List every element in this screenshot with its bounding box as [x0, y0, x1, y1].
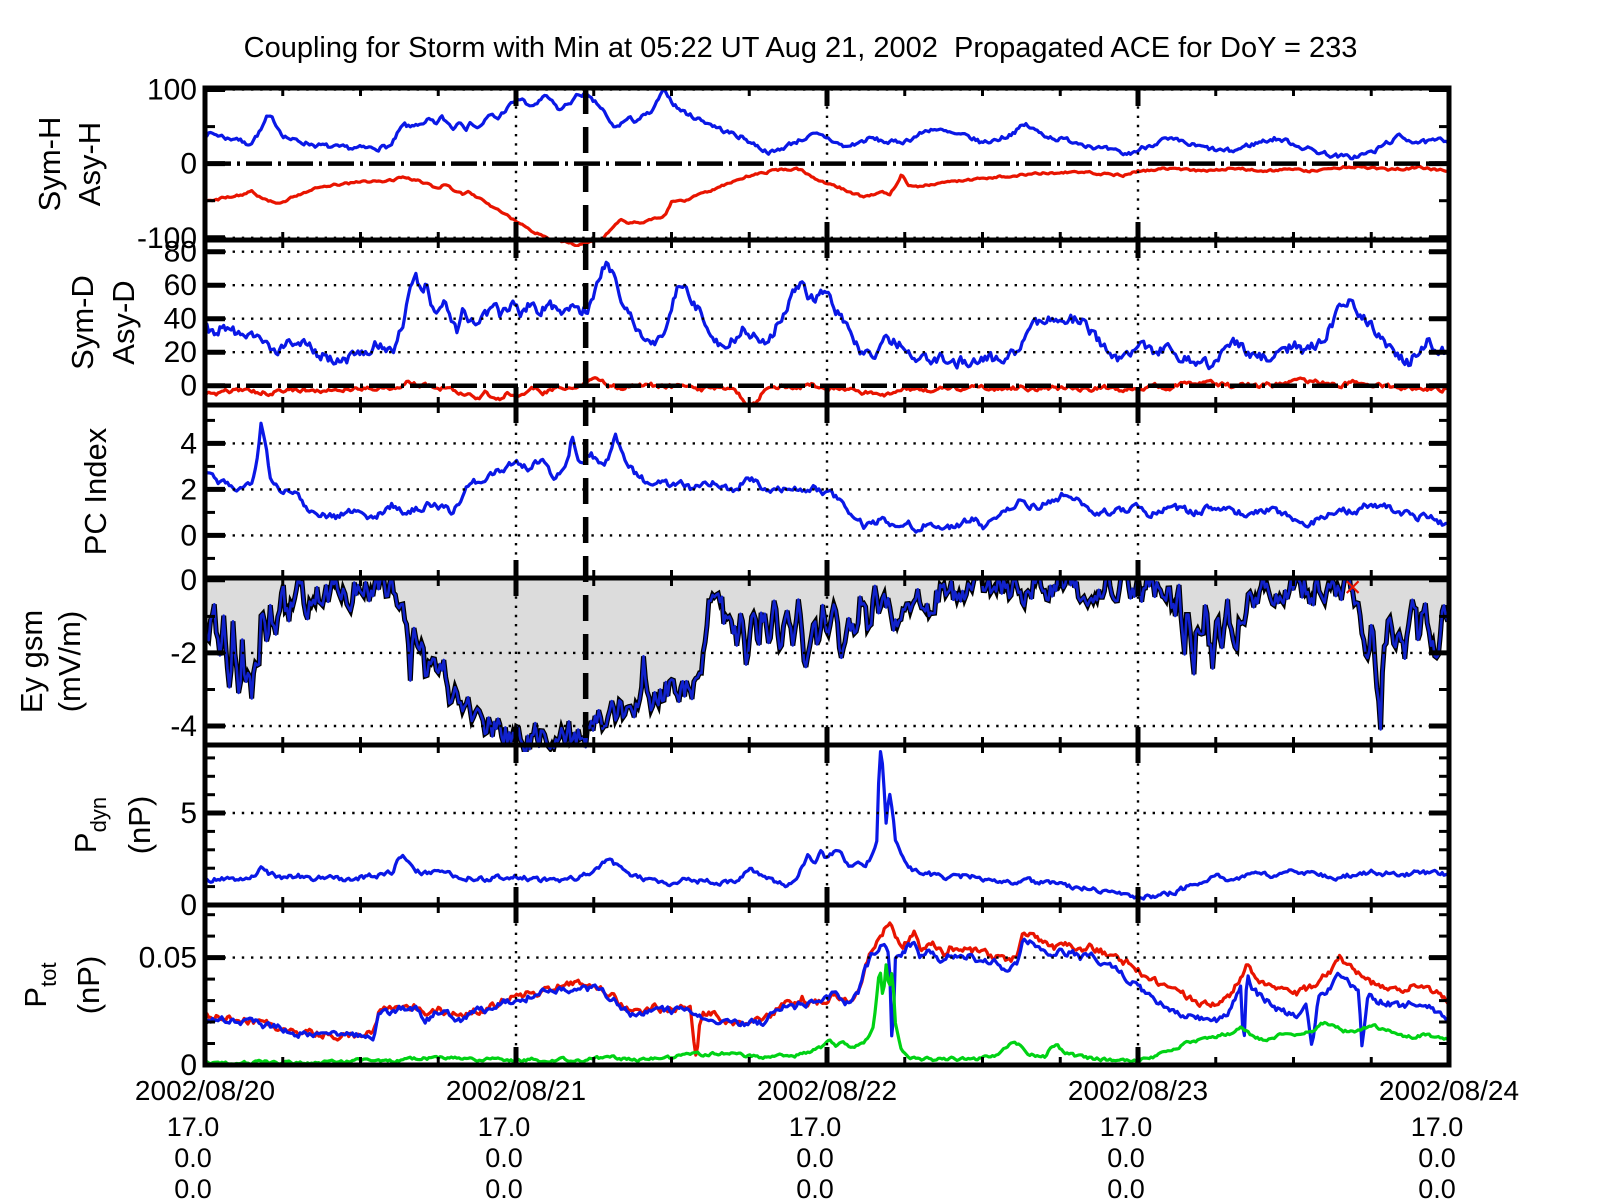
y-axis-title: Ptot	[18, 962, 61, 1007]
x-axis-sublabel: 0.0	[1418, 1143, 1456, 1173]
y-axis-title: Asy-D	[106, 280, 141, 364]
x-axis-sublabel: 0.0	[485, 1174, 523, 1200]
ytick-label: -2	[170, 637, 197, 670]
panel-frame	[202, 742, 1452, 908]
ytick-label: 5	[180, 797, 197, 830]
x-axis-date-label: 2002/08/20	[135, 1075, 275, 1106]
panel-ey-gsm: ×0-2-4Ey gsm (mV/m)	[14, 564, 1452, 752]
asy-d-line	[205, 260, 1449, 371]
ytick-label: 4	[180, 427, 197, 460]
x-axis-sublabel: 0.0	[1418, 1174, 1456, 1200]
plot-title: Coupling for Storm with Min at 05:22 UT …	[243, 32, 1358, 64]
x-axis-date-label: 2002/08/21	[446, 1075, 586, 1106]
x-axis-sublabel: 0.0	[796, 1174, 834, 1200]
y-axis-title: Ey gsm	[14, 610, 49, 713]
ytick-label: 0	[180, 148, 197, 181]
y-axis-title: (nP)	[122, 796, 157, 855]
panel-frame	[202, 902, 1452, 1068]
panel-pc-index: 4 2 0 PC Index	[78, 402, 1452, 581]
x-axis-sublabel: 17.0	[1100, 1112, 1153, 1142]
x-axis-date-label: 2002/08/23	[1068, 1075, 1208, 1106]
ytick-label: 0	[180, 1049, 197, 1082]
p-tot-green-line	[205, 963, 1449, 1066]
ytick-label: 0	[180, 889, 197, 922]
ytick-label: -100	[137, 222, 197, 255]
panel-p-tot: 0.05 0 Ptot (nP)	[18, 902, 1452, 1082]
y-axis-title: PC Index	[78, 427, 113, 555]
sym-h-line	[205, 164, 1448, 247]
ytick-label: 40	[164, 303, 197, 336]
ytick-label: 80	[164, 236, 197, 269]
ytick-label: 2	[180, 473, 197, 506]
panel-p-dyn: 5 0 Pdyn (nP)	[68, 742, 1452, 922]
x-axis-sublabel: 17.0	[478, 1112, 531, 1142]
y-axis-title: (mV/m)	[52, 611, 87, 713]
y-axis-title: Pdyn	[68, 797, 111, 853]
x-axis-sublabel: 0.0	[174, 1143, 212, 1173]
ytick-label: 0	[180, 519, 197, 552]
y-axis-title: Asy-H	[72, 122, 107, 206]
x-axis-date-label: 2002/08/24	[1379, 1075, 1519, 1106]
ytick-label: -4	[170, 710, 197, 743]
x-axis-sublabel: 0.0	[796, 1143, 834, 1173]
x-axis-sublabel: 0.0	[1107, 1174, 1145, 1200]
p-tot-blue-line	[205, 937, 1449, 1048]
x-axis-sublabel: 0.0	[485, 1143, 523, 1173]
x-axis-sublabel: 17.0	[1411, 1112, 1464, 1142]
pc-index-line	[205, 421, 1448, 534]
ytick-label: 20	[164, 336, 197, 369]
y-axis-title: Sym-D	[65, 275, 100, 370]
ytick-label: 100	[147, 74, 197, 107]
x-axis-date-label: 2002/08/22	[757, 1075, 897, 1106]
ytick-label: 0	[180, 370, 197, 403]
x-axis-sublabel: 17.0	[789, 1112, 842, 1142]
ytick-label: 0.05	[139, 942, 197, 975]
y-axis-title: Sym-H	[32, 117, 67, 212]
asy-h-line	[205, 87, 1449, 161]
ytick-label: 60	[164, 269, 197, 302]
ey-gsm-line	[205, 577, 1449, 752]
ytick-label: 0	[180, 564, 197, 597]
x-axis-sublabel: 0.0	[174, 1174, 212, 1200]
panel-sym-h-asy-h: 100 0 -100 Sym-H Asy-H	[32, 74, 1452, 255]
x-axis-sublabel: 17.0	[167, 1112, 220, 1142]
y-axis-title: (nP)	[71, 956, 106, 1015]
x-axis-sublabel: 0.0	[1107, 1143, 1145, 1173]
